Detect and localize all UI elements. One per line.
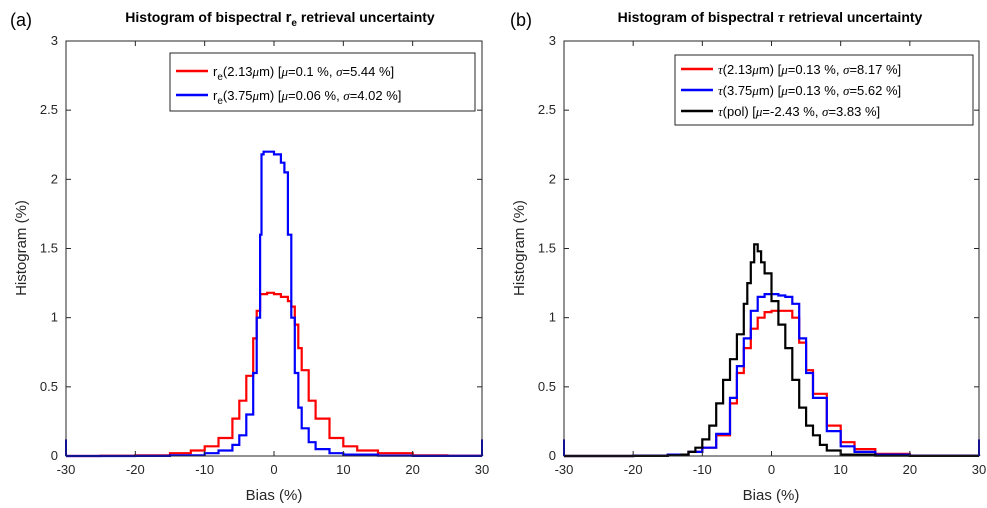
panel-b-xtick-label: 0 — [768, 462, 775, 477]
panel-b-title: Histogram of bispectral τ retrieval unce… — [618, 9, 923, 26]
panel-a-series-1-line — [66, 291, 484, 458]
panel-a-xtick-label: -10 — [195, 462, 214, 477]
panel-b-legend-entry-1: τ(2.13μm) [μ=0.13 %, σ=8.17 %] — [718, 62, 901, 77]
panel-b-ytick-label: 3 — [549, 33, 556, 48]
panel-b-legend-entry-2: τ(3.75μm) [μ=0.13 %, σ=5.62 %] — [718, 83, 901, 98]
panel-a-label: (a) — [10, 10, 32, 30]
panel-a-ytick-label: 0.5 — [40, 379, 58, 394]
panel-b-xlabel: Bias (%) — [743, 487, 800, 504]
panel-b-ytick-label: 0 — [549, 448, 556, 463]
panel-a-xlabel: Bias (%) — [246, 487, 303, 504]
panel-a-ytick-label: 0 — [51, 448, 58, 463]
panel-b-ytick-label: 2.5 — [538, 102, 556, 117]
panel-a-ytick-label: 1.5 — [40, 241, 58, 256]
panel-a-ytick-label: 2.5 — [40, 102, 58, 117]
panel-b-legend-entry-3: τ(pol) [μ=-2.43 %, σ=3.83 %] — [718, 104, 880, 119]
panel-b-series-3-line — [564, 243, 981, 458]
panel-b-xtick-label: -30 — [555, 462, 574, 477]
panel-b-legend: τ(2.13μm) [μ=0.13 %, σ=8.17 %] τ(3.75μm)… — [674, 54, 974, 126]
panel-a-ylabel: Histogram (%) — [13, 200, 30, 296]
panel-b-ytick-label: 0.5 — [538, 379, 556, 394]
panel-b-xtick-label: 30 — [972, 462, 986, 477]
panel-a-legend-entry-1: re(2.13μm) [μ=0.1 %, σ=5.44 %] — [213, 64, 394, 83]
panel-a-title: Histogram of bispectral re retrieval unc… — [125, 9, 435, 29]
panel-a-legend-entry-2: re(3.75μm) [μ=0.06 %, σ=4.02 %] — [213, 88, 401, 107]
panel-b-label: (b) — [510, 10, 532, 30]
panel-a-series-2-line — [66, 150, 484, 458]
panel-b-xtick-label: 10 — [833, 462, 847, 477]
panel-a-xtick-label: 10 — [336, 462, 350, 477]
panel-a: (a) Histogram of bispectral re retrieval… — [10, 9, 489, 504]
panel-a-ytick-label: 3 — [51, 33, 58, 48]
panel-a-xtick-label: -20 — [126, 462, 145, 477]
panel-b-ytick-label: 1.5 — [538, 241, 556, 256]
panel-a-xtick-label: 20 — [405, 462, 419, 477]
panel-a-legend: re(2.13μm) [μ=0.1 %, σ=5.44 %] re(3.75μm… — [169, 52, 476, 112]
panel-b-legend-box — [674, 54, 974, 126]
panel-b-ylabel: Histogram (%) — [511, 200, 528, 296]
panel-a-xtick-label: 0 — [270, 462, 277, 477]
panel-b-xtick-label: -20 — [624, 462, 643, 477]
panel-b-xtick-label: -10 — [693, 462, 712, 477]
panel-a-plot: -30 -20 -10 0 10 20 30 0 0.5 1 1.5 2 2.5 3 — [40, 33, 489, 477]
panel-b-ytick-label: 1 — [549, 310, 556, 325]
panel-a-xtick-label: -30 — [57, 462, 76, 477]
panel-a-legend-box — [169, 52, 476, 112]
panel-a-ytick-label: 1 — [51, 310, 58, 325]
panel-a-ytick-label: 2 — [51, 171, 58, 186]
panel-b-xtick-label: 20 — [903, 462, 917, 477]
panel-b: (b) Histogram of bispectral τ retrieval … — [510, 9, 986, 504]
panel-a-xtick-label: 30 — [475, 462, 489, 477]
panel-b-ytick-label: 2 — [549, 171, 556, 186]
panel-b-plot: -30 -20 -10 0 10 20 30 0 0.5 1 1.5 2 2.5 3 — [538, 33, 986, 477]
